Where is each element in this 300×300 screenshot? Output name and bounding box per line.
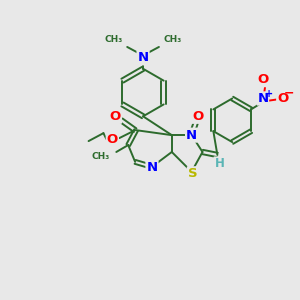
Text: N: N	[146, 161, 158, 174]
Text: CH₃: CH₃	[104, 35, 122, 44]
Text: −: −	[284, 86, 294, 99]
Text: O: O	[257, 73, 268, 86]
Text: O: O	[110, 110, 121, 123]
Text: N: N	[137, 51, 148, 64]
Text: CH₃: CH₃	[164, 35, 182, 44]
Text: CH₃: CH₃	[91, 152, 110, 161]
Text: O: O	[192, 110, 203, 123]
Text: O: O	[107, 133, 118, 146]
Text: N: N	[257, 92, 268, 105]
Text: +: +	[265, 88, 273, 98]
Text: S: S	[188, 167, 197, 180]
Text: O: O	[277, 92, 288, 105]
Text: H: H	[214, 158, 224, 170]
Text: N: N	[186, 129, 197, 142]
